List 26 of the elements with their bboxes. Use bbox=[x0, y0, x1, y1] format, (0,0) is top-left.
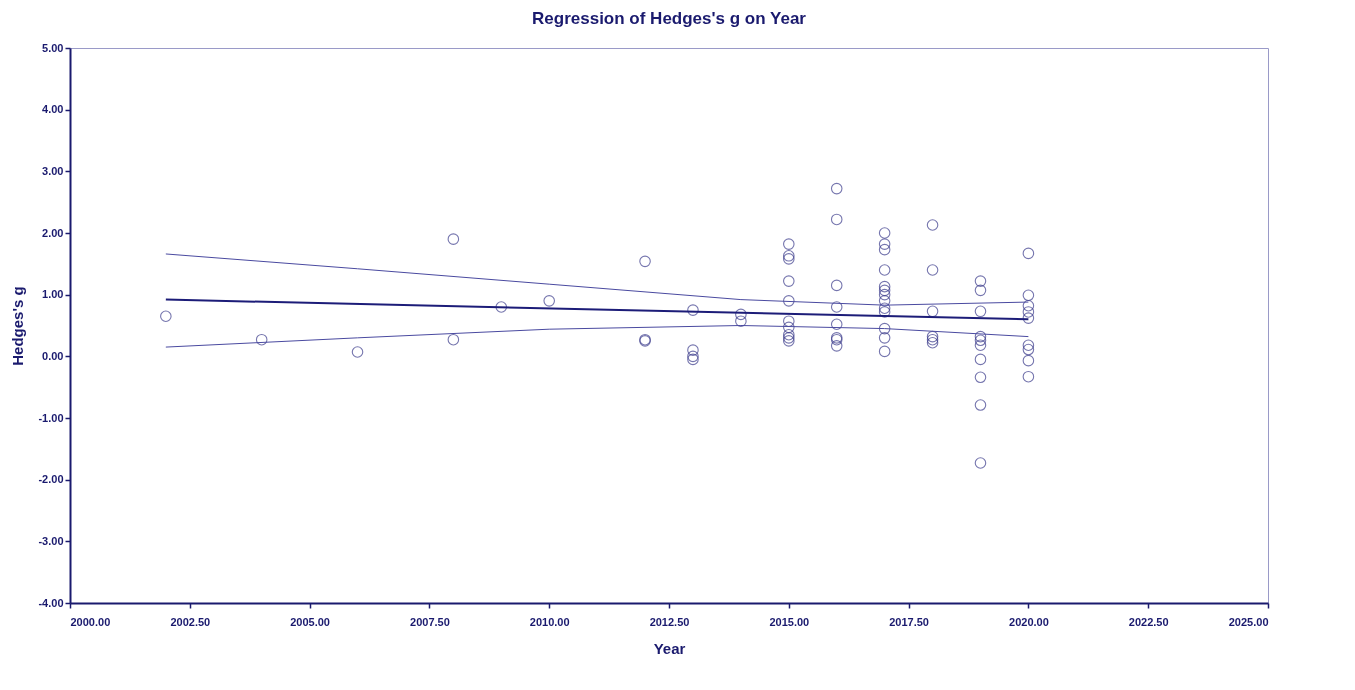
chart-title: Regression of Hedges's g on Year bbox=[532, 9, 807, 28]
line-series bbox=[165, 253, 1029, 306]
x-tick-label: 2025.00 bbox=[1228, 615, 1269, 628]
y-tick-label: 3.00 bbox=[42, 164, 64, 177]
x-tick-label: 2022.50 bbox=[1128, 615, 1169, 628]
y-tick-label: -4.00 bbox=[38, 596, 64, 609]
y-tick-label: 2.00 bbox=[42, 226, 64, 239]
x-axis-title: Year bbox=[653, 639, 686, 657]
y-axis-title: Hedges's g bbox=[9, 286, 27, 366]
y-tick-label: -1.00 bbox=[38, 411, 64, 424]
y-tick-label: -3.00 bbox=[38, 534, 64, 547]
y-tick-label: 1.00 bbox=[42, 288, 64, 301]
x-tick-label: 2000.00 bbox=[70, 615, 111, 628]
y-tick-label: -2.00 bbox=[38, 473, 64, 486]
y-tick-label: 5.00 bbox=[42, 41, 64, 54]
y-tick-label: 4.00 bbox=[42, 103, 64, 116]
x-tick-label: 2017.50 bbox=[889, 615, 929, 628]
x-tick-label: 2015.00 bbox=[769, 615, 810, 628]
x-tick-label: 2002.50 bbox=[170, 615, 211, 628]
x-tick-label: 2010.00 bbox=[529, 615, 570, 628]
x-tick-label: 2005.00 bbox=[290, 615, 330, 628]
line-series bbox=[165, 325, 1029, 348]
y-tick-label: 0.00 bbox=[42, 349, 64, 362]
x-tick-label: 2020.00 bbox=[1009, 615, 1049, 628]
x-tick-label: 2007.50 bbox=[410, 615, 450, 628]
x-tick-label: 2012.50 bbox=[649, 615, 690, 628]
